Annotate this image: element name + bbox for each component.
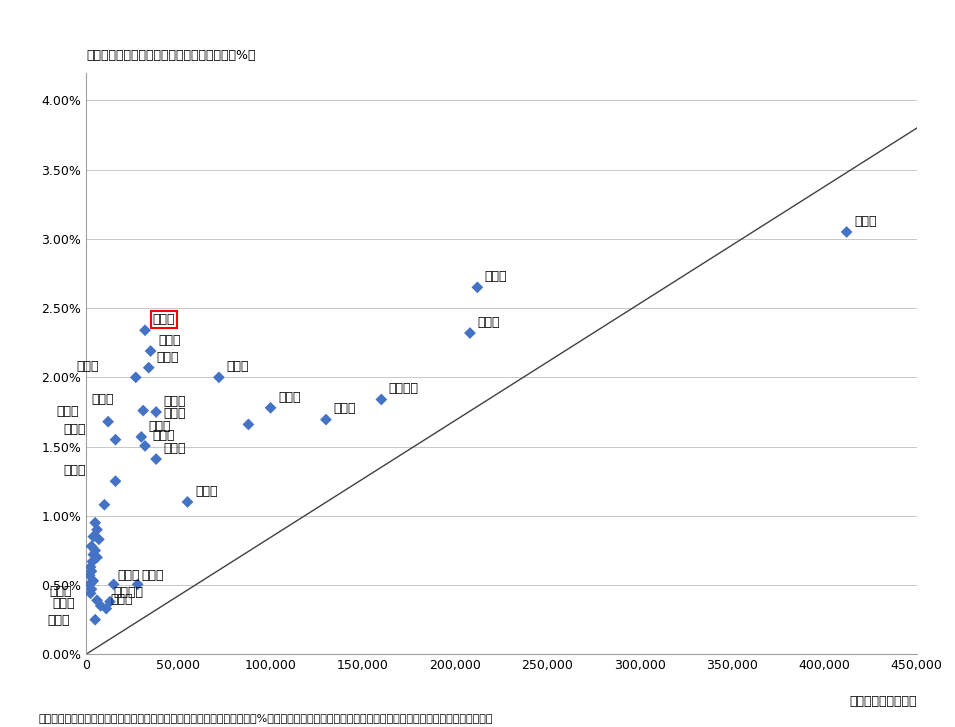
Point [83,587,98,599]
Point [92,534,107,545]
Point [108,434,123,446]
Point [82,579,97,590]
Point [241,419,256,430]
Point [130,579,145,590]
Point [138,440,153,451]
Point [211,371,226,383]
Text: 三重県: 三重県 [153,313,175,326]
Point [839,226,855,238]
Point [88,517,103,529]
Text: 富山県: 富山県 [64,464,86,477]
Text: 青森県: 青森県 [47,614,70,627]
Text: 長野県: 長野県 [153,429,175,442]
Point [86,531,101,542]
Point [470,281,485,293]
Text: 都道府県人口に占める在留外国人数の割合（%）: 都道府県人口に占める在留外国人数の割合（%） [86,49,255,62]
Text: 愛知県: 愛知県 [485,270,507,284]
Point [84,583,99,595]
Point [100,416,116,427]
Text: 栃木県: 栃木県 [149,419,171,433]
Text: （備考）表１のデータより「都道府県人口に占める在留外国人数の割合（%）」と「在留外国人数（人）」との相関を表したもの（三重県統計課作成）: （備考）表１のデータより「都道府県人口に占める在留外国人数の割合（%）」と「在留… [38,713,493,723]
Text: 大阪府: 大阪府 [478,316,499,329]
Point [82,569,97,581]
Text: 福岡県: 福岡県 [195,485,218,498]
Text: 高知県: 高知県 [117,569,139,582]
Point [90,524,105,536]
Point [84,566,99,577]
Text: 群馬県: 群馬県 [156,350,179,364]
Point [90,595,105,606]
Text: 秋田県: 秋田県 [110,593,133,606]
Point [141,362,157,374]
Point [462,327,478,339]
Text: 埼玉県: 埼玉県 [333,403,356,415]
Point [148,453,163,465]
Point [134,431,149,443]
Text: 静岡県: 静岡県 [226,360,248,373]
Point [318,414,333,425]
Point [88,614,103,625]
Point [96,499,112,510]
Point [128,371,143,383]
Point [86,575,101,587]
Text: 宮崎県: 宮崎県 [53,597,75,610]
Text: 山梨県: 山梨県 [56,404,79,417]
Point [86,549,101,561]
Point [83,561,98,573]
Point [98,603,114,614]
Text: 茨城県: 茨城県 [163,395,186,408]
Text: 兵庫県: 兵庫県 [163,407,186,420]
Text: 福井県: 福井県 [64,422,86,435]
Point [138,324,153,336]
Point [143,345,159,357]
Text: 東京都: 東京都 [854,214,877,228]
Point [85,555,100,567]
Point [136,405,151,417]
Point [88,545,103,556]
Text: 鹿児島県: 鹿児島県 [114,586,143,599]
Point [90,552,105,563]
Point [148,406,163,418]
Text: 岐阜県: 岐阜県 [158,334,180,347]
Point [180,496,195,507]
Text: 在留外国人数（人）: 在留外国人数（人） [849,695,917,708]
Point [93,600,108,611]
Point [102,596,117,608]
Point [263,402,278,414]
Point [373,394,389,406]
Point [108,475,123,487]
Text: 神奈川県: 神奈川県 [389,382,418,395]
Text: 滋賀県: 滋賀県 [92,393,114,406]
Text: 岩手県: 岩手県 [49,585,72,598]
Text: 京都府: 京都府 [76,360,99,373]
Point [106,579,121,590]
Point [84,540,99,552]
Text: 北海道: 北海道 [141,569,164,582]
Text: 広島県: 広島県 [163,442,186,455]
Text: 千葉県: 千葉県 [278,390,301,403]
